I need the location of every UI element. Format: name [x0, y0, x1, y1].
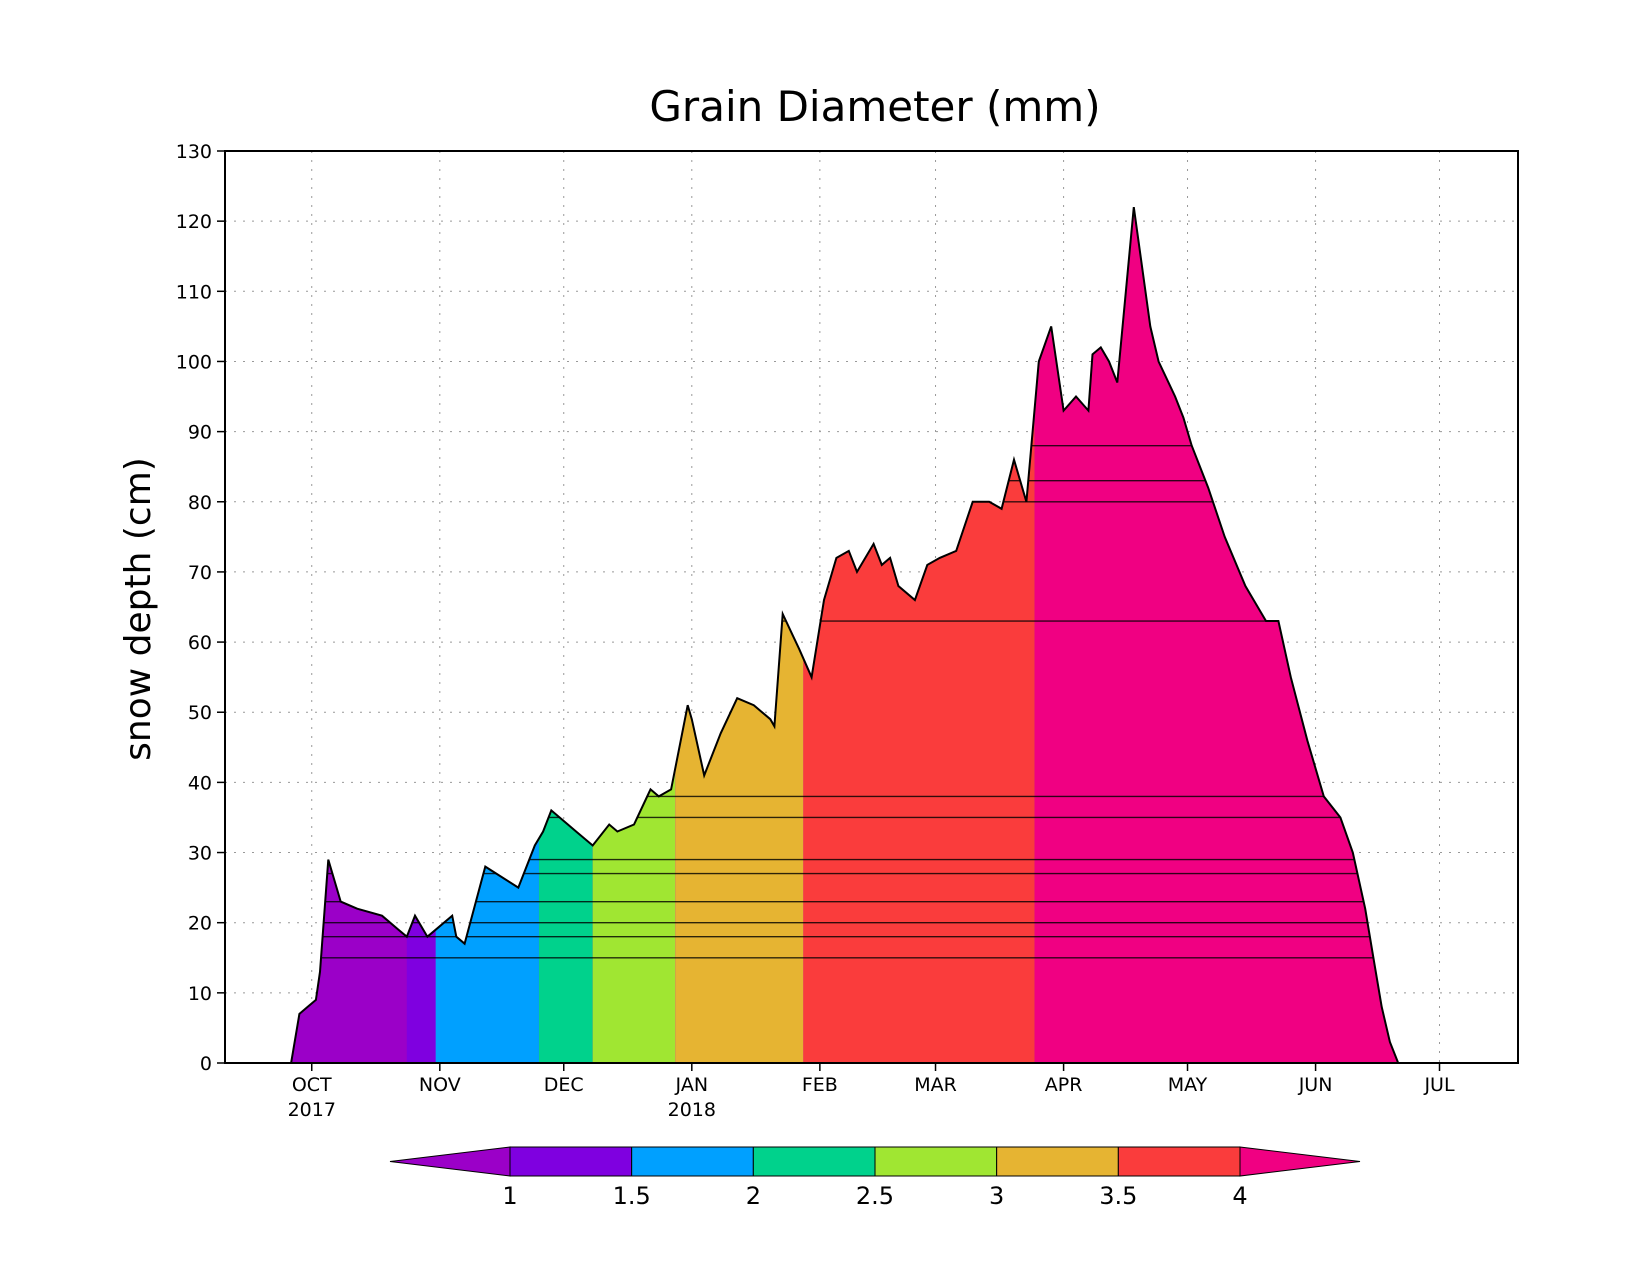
colorbar-segment: [631, 1146, 754, 1177]
y-axis-label: snow depth (cm): [118, 457, 159, 761]
y-tick-label: 90: [188, 422, 212, 444]
grain-band: [1034, 207, 1399, 1063]
y-tick-label: 120: [176, 211, 212, 233]
grain-band: [675, 207, 804, 1063]
y-tick-label: 60: [188, 632, 212, 654]
x-tick-label: FEB: [802, 1074, 838, 1096]
grain-band: [803, 207, 1035, 1063]
y-tick-label: 50: [188, 702, 212, 724]
x-tick-label: NOV: [419, 1074, 461, 1096]
colorbar-segment: [874, 1146, 998, 1177]
x-tick-label: MAY: [1168, 1074, 1208, 1096]
colorbar-label: 3.5: [1099, 1182, 1137, 1210]
colorbar-label: 1.5: [613, 1182, 651, 1210]
y-tick-label: 0: [200, 1053, 212, 1075]
chart-title: Grain Diameter (mm): [649, 82, 1100, 131]
colorbar-label: 1: [502, 1182, 517, 1210]
x-tick-label: MAR: [914, 1074, 957, 1096]
x-tick-label: OCT: [292, 1074, 332, 1096]
x-tick-label: JAN: [675, 1074, 708, 1096]
x-tick-year-label: 2017: [288, 1099, 336, 1121]
grain-band: [538, 207, 593, 1063]
axis-ticks: 0 10 20 30 40 50 60 70 80 90 100 110 120 130 OCT 2017 NO…: [176, 141, 1455, 1121]
grain-bands: [291, 207, 1407, 1063]
plot-frame: [224, 150, 1519, 1064]
y-tick-label: 110: [176, 281, 212, 303]
colorbar-label: 4: [1232, 1182, 1247, 1210]
snow-layers: [290, 206, 1407, 1064]
x-tick-label: JUL: [1423, 1074, 1455, 1096]
grain-band: [291, 207, 407, 1063]
x-tick-label: APR: [1045, 1074, 1083, 1096]
y-tick-label: 130: [176, 141, 212, 163]
y-tick-label: 40: [188, 772, 212, 794]
y-tick-label: 70: [188, 562, 212, 584]
snow-depth-outline: [290, 206, 1407, 1064]
x-tick-label: JUN: [1298, 1074, 1333, 1096]
colorbar-low-arrow: [389, 1146, 511, 1177]
x-tick-label: DEC: [544, 1074, 584, 1096]
colorbar: 1 1.5 2 2.5 3 3.5 4: [389, 1146, 1361, 1210]
y-tick-label: 80: [188, 492, 212, 514]
x-tick-year-label: 2018: [668, 1099, 716, 1121]
colorbar-label: 3: [989, 1182, 1004, 1210]
colorbar-segment: [996, 1146, 1119, 1177]
colorbar-segment: [752, 1146, 876, 1177]
colorbar-label: 2.5: [856, 1182, 894, 1210]
colorbar-label: 2: [746, 1182, 761, 1210]
grain-band: [435, 207, 539, 1063]
y-tick-label: 30: [188, 843, 212, 865]
colorbar-segment: [1117, 1146, 1241, 1177]
y-tick-label: 10: [188, 983, 212, 1005]
colorbar-high-arrow: [1239, 1146, 1361, 1177]
colorbar-segment: [509, 1146, 633, 1177]
grain-band: [592, 207, 676, 1063]
y-tick-label: 20: [188, 913, 212, 935]
y-tick-label: 100: [176, 351, 212, 373]
